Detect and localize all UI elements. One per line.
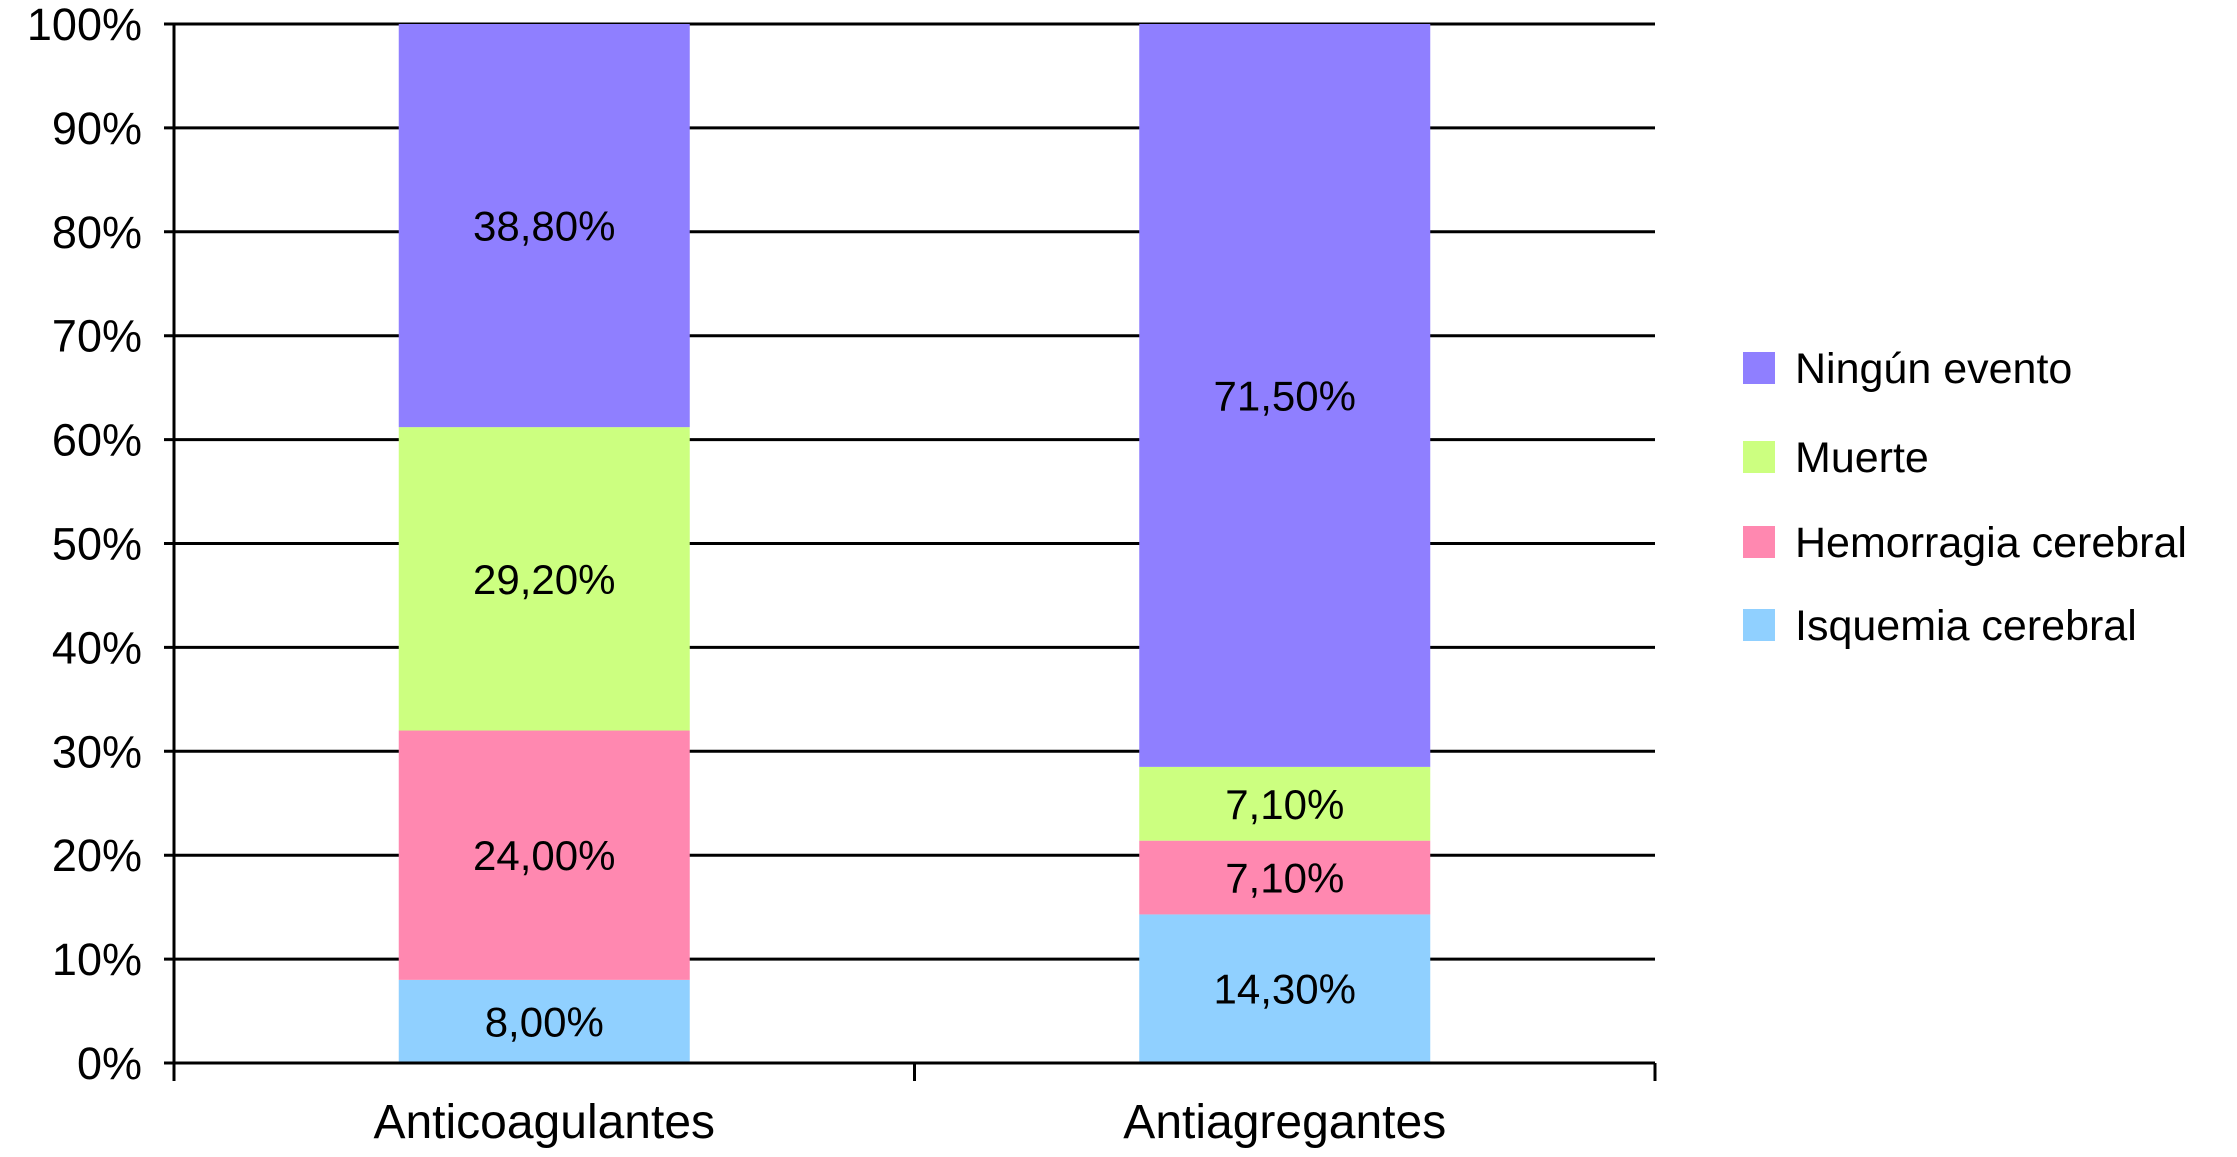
y-tick-label: 100% — [27, 0, 142, 50]
bar-segment — [1139, 840, 1431, 915]
bar-segment — [398, 24, 690, 428]
data-label: 7,10% — [1225, 855, 1344, 902]
legend-swatch — [1743, 526, 1775, 558]
bar-segment — [398, 427, 690, 731]
legend-swatch — [1743, 609, 1775, 641]
x-category-label: Antiagregantes — [1123, 1096, 1446, 1149]
data-label: 29,20% — [473, 556, 615, 603]
data-label: 71,50% — [1214, 372, 1356, 419]
data-label: 38,80% — [473, 203, 615, 250]
bar-segment — [398, 979, 690, 1063]
y-tick-label: 90% — [52, 103, 142, 154]
legend-swatch — [1743, 441, 1775, 473]
y-tick-label: 30% — [52, 726, 142, 777]
y-tick-label: 40% — [52, 622, 142, 673]
legend-swatch — [1743, 352, 1775, 384]
legend-label: Hemorragia cerebral — [1795, 519, 2187, 567]
legend-label: Muerte — [1795, 434, 1929, 482]
x-category-label: Anticoagulantes — [373, 1096, 715, 1149]
bar-segment — [1139, 914, 1431, 1063]
y-tick-label: 10% — [52, 934, 142, 985]
y-tick-label: 60% — [52, 415, 142, 466]
bar-segment — [1139, 766, 1431, 841]
y-tick-label: 70% — [52, 311, 142, 362]
legend-label: Isquemia cerebral — [1795, 602, 2137, 650]
data-label: 14,30% — [1214, 966, 1356, 1013]
bar-segment — [398, 730, 690, 980]
data-label: 8,00% — [485, 998, 604, 1045]
y-tick-label: 80% — [52, 207, 142, 258]
y-tick-label: 20% — [52, 830, 142, 881]
bar-segment — [1139, 24, 1431, 767]
legend-label: Ningún evento — [1795, 345, 2072, 393]
data-label: 24,00% — [473, 832, 615, 879]
y-tick-label: 50% — [52, 519, 142, 570]
y-tick-label: 0% — [77, 1038, 142, 1089]
data-label: 7,10% — [1225, 781, 1344, 828]
